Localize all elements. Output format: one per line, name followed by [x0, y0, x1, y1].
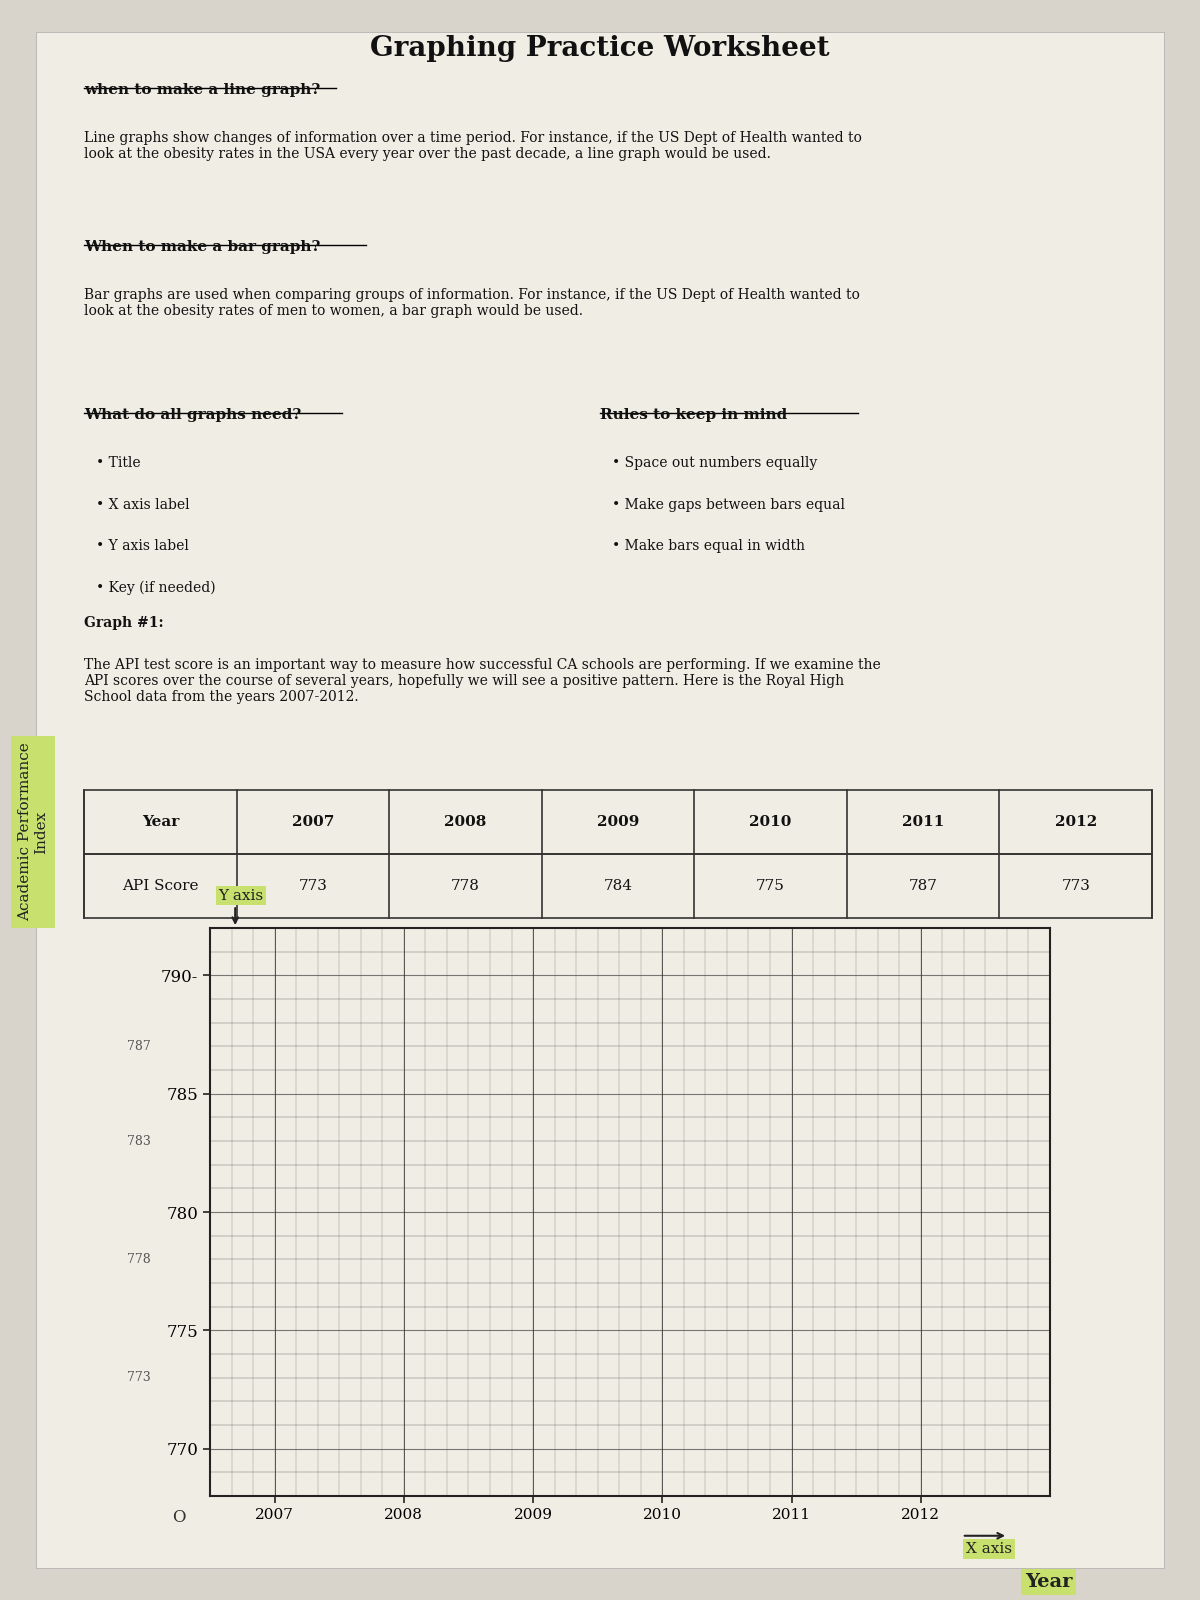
Text: Year: Year — [142, 816, 179, 829]
Text: • Space out numbers equally: • Space out numbers equally — [612, 456, 817, 470]
Text: 2009: 2009 — [596, 816, 640, 829]
Text: 2010: 2010 — [749, 816, 792, 829]
Text: O: O — [173, 1509, 186, 1525]
Text: API Score: API Score — [122, 880, 198, 893]
Text: • Y axis label: • Y axis label — [96, 539, 188, 554]
Text: 2012: 2012 — [1055, 816, 1097, 829]
Text: 773: 773 — [299, 880, 328, 893]
Text: When to make a bar graph?: When to make a bar graph? — [84, 240, 320, 254]
Text: Bar graphs are used when comparing groups of information. For instance, if the U: Bar graphs are used when comparing group… — [84, 288, 860, 318]
Text: 2008: 2008 — [444, 816, 487, 829]
Text: X axis: X axis — [966, 1542, 1012, 1555]
Text: 778: 778 — [127, 1253, 151, 1266]
Text: Graphing Practice Worksheet: Graphing Practice Worksheet — [370, 35, 830, 62]
Bar — [84, 790, 1152, 854]
Text: 2011: 2011 — [902, 816, 944, 829]
Text: 783: 783 — [127, 1134, 151, 1147]
Text: • Make bars equal in width: • Make bars equal in width — [612, 539, 805, 554]
Text: 778: 778 — [451, 880, 480, 893]
Text: What do all graphs need?: What do all graphs need? — [84, 408, 301, 422]
Text: 784: 784 — [604, 880, 632, 893]
Text: • Key (if needed): • Key (if needed) — [96, 581, 216, 595]
Text: Graph #1:: Graph #1: — [84, 616, 163, 630]
Text: 787: 787 — [908, 880, 937, 893]
Text: Rules to keep in mind: Rules to keep in mind — [600, 408, 787, 422]
Text: Academic Performance
Index: Academic Performance Index — [18, 742, 48, 922]
Text: • X axis label: • X axis label — [96, 498, 190, 512]
Text: • Make gaps between bars equal: • Make gaps between bars equal — [612, 498, 845, 512]
Text: 787: 787 — [127, 1040, 151, 1053]
Text: 773: 773 — [127, 1371, 151, 1384]
Text: Year: Year — [1025, 1573, 1073, 1590]
Bar — [84, 854, 1152, 918]
Text: Y axis: Y axis — [218, 888, 264, 902]
Text: Line graphs show changes of information over a time period. For instance, if the: Line graphs show changes of information … — [84, 131, 862, 162]
Text: The API test score is an important way to measure how successful CA schools are : The API test score is an important way t… — [84, 658, 881, 704]
Text: 2007: 2007 — [292, 816, 334, 829]
Text: • Title: • Title — [96, 456, 140, 470]
Text: 775: 775 — [756, 880, 785, 893]
Text: when to make a line graph?: when to make a line graph? — [84, 83, 320, 98]
Text: 773: 773 — [1061, 880, 1090, 893]
